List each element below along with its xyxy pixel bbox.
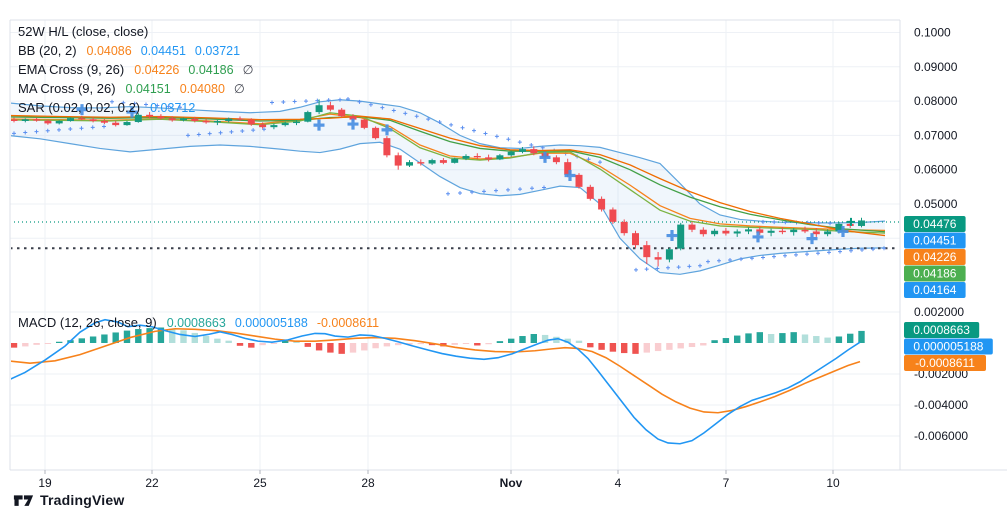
macd-badge: 0.0008663 [904, 322, 980, 338]
price-tick-label: 0.06000 [914, 163, 958, 177]
legend-value: -0.0008611 [316, 316, 380, 330]
legend-value: 0.04186 [188, 63, 234, 77]
svg-text:0.04164: 0.04164 [913, 283, 957, 297]
time-tick-label: Nov [500, 476, 523, 490]
ma-cross-markers [76, 104, 855, 245]
legend-row-macd[interactable]: MACD (12, 26, close, 9) 0.0008663 0.000005… [18, 313, 388, 332]
gridlines [10, 20, 900, 470]
macd-panel[interactable] [8, 318, 865, 445]
svg-text:0.04451: 0.04451 [913, 234, 957, 248]
price-badge: 0.04451 [904, 232, 966, 249]
legend-name: EMA Cross (9, 26) [18, 62, 125, 77]
time-tick-label: 19 [38, 476, 52, 490]
legend-value: 0.04451 [140, 44, 186, 58]
legend-name: SAR (0.02, 0.02, 0.2) [18, 100, 141, 115]
price-badge: 0.04164 [904, 282, 966, 298]
legend-value: 0.04086 [86, 44, 132, 58]
tradingview-logo-text: TradingView [40, 492, 125, 508]
bb-upper-line [11, 99, 886, 224]
macd-badge: 0.000005188 [904, 338, 993, 355]
svg-text:0.000005188: 0.000005188 [913, 340, 983, 354]
macd-tick-label: 0.002000 [914, 305, 964, 319]
legend-name: MA Cross (9, 26) [18, 81, 116, 96]
price-tick-label: 0.09000 [914, 60, 958, 74]
price-tick-label: 0.08000 [914, 94, 958, 108]
price-badge: 0.04186 [904, 265, 966, 282]
legend-value: 0.000005188 [234, 316, 308, 330]
svg-text:0.04186: 0.04186 [913, 267, 957, 281]
price-tick-label: 0.07000 [914, 128, 958, 142]
legend-value: 0.04226 [134, 63, 180, 77]
indicator-legend: 52W H/L (close, close) BB (20, 2) 0.04086 0… [18, 22, 262, 117]
tradingview-logo[interactable]: TradingView [13, 492, 124, 508]
tradingview-logo-icon [13, 495, 34, 506]
panel-borders [9, 19, 1007, 471]
price-badge: 0.04476 [904, 216, 966, 232]
macd-tick-label: -0.006000 [914, 429, 968, 443]
empty-set-icon: ∅ [233, 82, 245, 96]
time-tick-label: 22 [145, 476, 159, 490]
ema-cross-marker [847, 217, 855, 226]
svg-text:-0.0008611: -0.0008611 [915, 356, 975, 370]
legend-name: MACD (12, 26, close, 9) [18, 315, 157, 330]
time-tick-label: 4 [615, 476, 622, 490]
legend-value: 0.03721 [194, 44, 241, 58]
macd-badge: -0.0008611 [904, 355, 986, 371]
ema-26-line [11, 116, 886, 233]
macd-main-line [11, 318, 861, 445]
price-panel[interactable] [8, 97, 900, 275]
empty-set-icon: ∅ [242, 63, 254, 77]
legend-name: 52W H/L (close, close) [18, 24, 149, 39]
bb-lower-line [11, 135, 886, 275]
macd-tick-label: -0.004000 [914, 398, 968, 412]
price-axis[interactable]: 0.1000 0.09000 0.08000 0.07000 0.06000 0.0500… [904, 26, 993, 444]
legend-name: BB (20, 2) [18, 43, 77, 58]
time-tick-label: 7 [723, 476, 730, 490]
legend-value: 0.0008663 [166, 316, 226, 330]
legend-row-ema-cross[interactable]: EMA Cross (9, 26) 0.04226 0.04186 ∅ [18, 60, 262, 79]
bb-band-fill [11, 99, 885, 275]
legend-row-sar[interactable]: SAR (0.02, 0.02, 0.2) 0.03712 [18, 98, 262, 117]
price-badge: 0.04226 [904, 249, 966, 265]
legend-value: 0.04151 [125, 82, 171, 96]
svg-text:0.04476: 0.04476 [913, 217, 957, 231]
legend-row-bb[interactable]: BB (20, 2) 0.04086 0.04451 0.03721 [18, 41, 262, 60]
legend-value: 0.04080 [179, 82, 225, 96]
time-tick-label: 25 [253, 476, 267, 490]
legend-value: 0.03712 [150, 101, 196, 115]
time-axis[interactable]: 19 22 25 28 Nov 4 7 10 [38, 470, 840, 490]
macd-legend: MACD (12, 26, close, 9) 0.0008663 0.000005… [18, 313, 388, 332]
time-tick-label: 28 [361, 476, 375, 490]
time-tick-label: 10 [826, 476, 840, 490]
svg-text:0.0008663: 0.0008663 [913, 323, 970, 337]
legend-row-ma-cross[interactable]: MA Cross (9, 26) 0.04151 0.04080 ∅ [18, 79, 262, 98]
legend-row-52w-hl[interactable]: 52W H/L (close, close) [18, 22, 262, 41]
price-tick-label: 0.1000 [914, 26, 951, 40]
svg-text:0.04226: 0.04226 [913, 250, 957, 264]
ma-26-line [11, 114, 886, 237]
price-tick-label: 0.05000 [914, 197, 958, 211]
